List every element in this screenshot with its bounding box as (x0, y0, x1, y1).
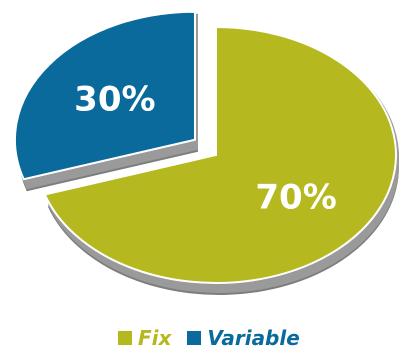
pie-slice-fix (43, 25, 397, 284)
legend-label-variable: Variable (207, 326, 300, 350)
pie-slice-variable (13, 10, 196, 181)
data-label-fix: 70% (255, 177, 336, 217)
legend-item-fix: Fix (118, 326, 171, 350)
chart-legend: Fix Variable (118, 326, 316, 350)
legend-label-fix: Fix (138, 326, 172, 350)
legend-swatch-variable (187, 331, 202, 345)
legend-swatch-fix (118, 331, 132, 345)
data-label-variable: 30% (74, 79, 155, 119)
legend-item-variable: Variable (187, 326, 300, 350)
